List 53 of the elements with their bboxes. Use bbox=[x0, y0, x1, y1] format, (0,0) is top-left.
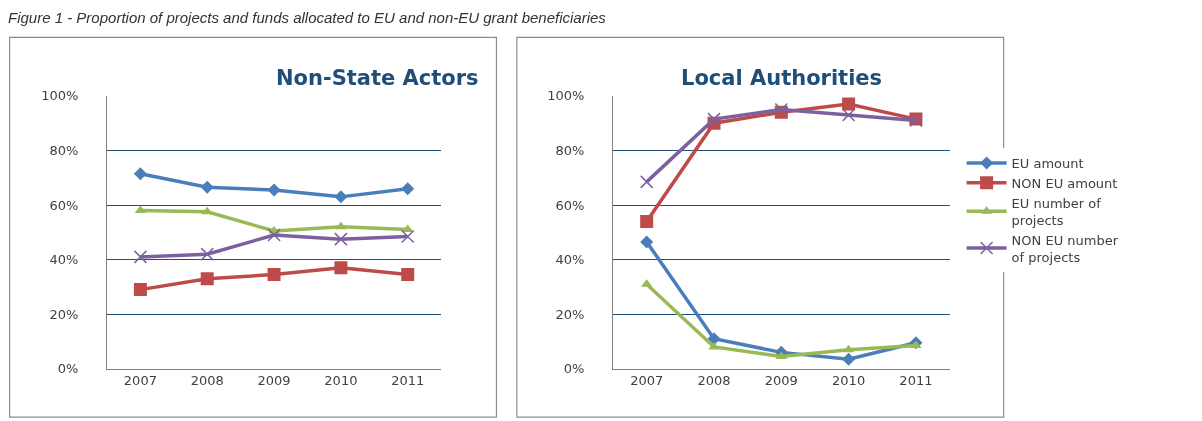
x-tick-label: 2009 bbox=[257, 373, 291, 389]
point bbox=[841, 108, 856, 122]
y-tick-label: 20% bbox=[49, 306, 79, 322]
x-tick-label: 2007 bbox=[123, 373, 157, 389]
point bbox=[640, 214, 654, 228]
x-tick-label: 2011 bbox=[391, 373, 425, 389]
point bbox=[200, 180, 214, 194]
point bbox=[133, 167, 147, 181]
x-tick-label: 2011 bbox=[899, 373, 933, 389]
y-tick-label: 80% bbox=[49, 143, 79, 159]
x-tick-label: 2010 bbox=[324, 373, 358, 389]
legend-label: NON EU number of projects bbox=[1011, 232, 1119, 265]
y-tick-label: 40% bbox=[555, 252, 585, 268]
y-tick-label: 60% bbox=[555, 197, 585, 213]
y-tick-label: 100% bbox=[547, 88, 585, 104]
chart-title: Non-State Actors bbox=[276, 66, 479, 90]
point bbox=[267, 228, 281, 242]
y-tick-label: 40% bbox=[49, 252, 79, 268]
point bbox=[910, 340, 922, 349]
point bbox=[200, 272, 214, 286]
legend-label: EU amount bbox=[1011, 156, 1084, 172]
y-tick-label: 0% bbox=[57, 361, 79, 377]
point bbox=[401, 268, 415, 282]
point bbox=[334, 190, 348, 204]
point bbox=[400, 229, 415, 244]
caption: Figure 1 - Proportion of projects and funds allocated to EU and non-EU grant beneficiaries bbox=[8, 9, 607, 26]
x-tick-label: 2008 bbox=[697, 373, 731, 389]
y-tick-label: 60% bbox=[49, 197, 79, 213]
point bbox=[401, 182, 415, 196]
x-tick-label: 2008 bbox=[190, 373, 224, 389]
point bbox=[842, 352, 856, 366]
point bbox=[334, 261, 348, 275]
y-tick-label: 80% bbox=[555, 143, 585, 159]
point bbox=[133, 250, 148, 264]
point bbox=[334, 232, 348, 246]
point bbox=[133, 283, 147, 297]
legend-label: NON EU amount bbox=[1011, 175, 1118, 191]
point bbox=[267, 268, 281, 282]
x-tick-label: 2009 bbox=[764, 373, 798, 389]
point bbox=[200, 247, 214, 261]
y-tick-label: 0% bbox=[563, 361, 585, 377]
point bbox=[639, 175, 654, 189]
point bbox=[842, 97, 856, 111]
point bbox=[707, 112, 721, 126]
legend-label: EU number of projects bbox=[1011, 195, 1102, 228]
x-tick-label: 2010 bbox=[832, 373, 866, 389]
y-tick-label: 20% bbox=[555, 306, 585, 322]
chart-title: Local Authorities bbox=[681, 66, 883, 90]
y-tick-label: 100% bbox=[41, 88, 79, 104]
point bbox=[201, 206, 213, 215]
x-tick-label: 2007 bbox=[630, 373, 664, 389]
point bbox=[267, 183, 281, 197]
point bbox=[640, 235, 654, 249]
